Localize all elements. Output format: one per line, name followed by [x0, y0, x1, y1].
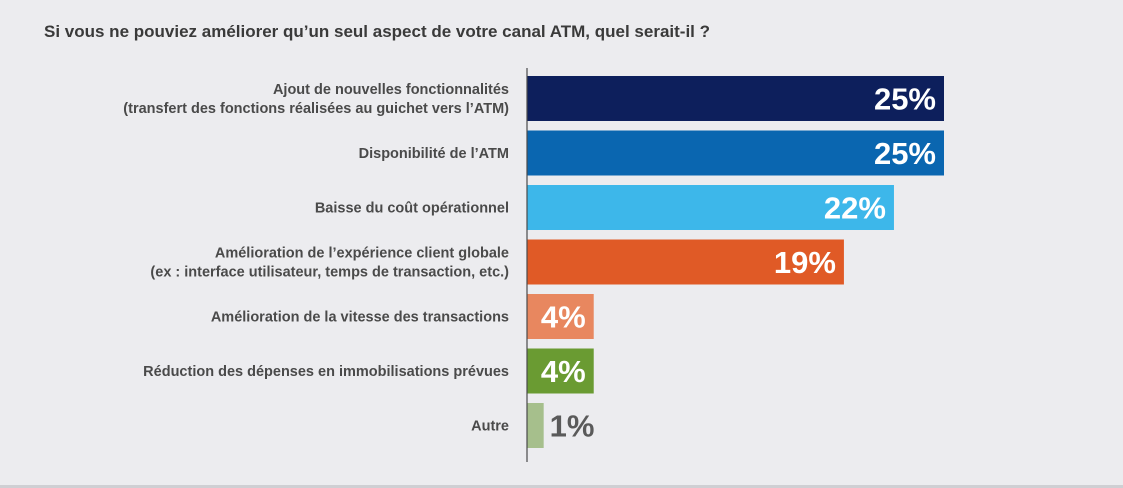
bar-0 — [527, 76, 944, 121]
bar-2 — [527, 185, 894, 230]
bottom-divider — [0, 485, 1123, 488]
category-label-1: Disponibilité de l’ATM — [359, 146, 509, 162]
category-label-3: Amélioration de l’expérience client glob… — [150, 246, 509, 281]
value-label-4: 4% — [541, 300, 586, 335]
chart-title: Si vous ne pouviez améliorer qu’un seul … — [44, 22, 711, 41]
bar-4 — [527, 294, 594, 339]
value-label-0: 25% — [874, 82, 936, 117]
value-label-5: 4% — [541, 354, 586, 389]
category-label-6: Autre — [471, 419, 509, 435]
bar-5 — [527, 348, 594, 394]
value-label-2: 22% — [824, 191, 886, 226]
category-label-0: Ajout de nouvelles fonctionnalités (trans… — [123, 82, 509, 117]
bar-1 — [527, 130, 944, 176]
value-label-6: 1% — [550, 409, 595, 444]
value-label-1: 25% — [874, 136, 936, 171]
category-label-4: Amélioration de la vitesse des transacti… — [211, 310, 509, 326]
category-label-5: Réduction des dépenses en immobilisation… — [143, 364, 509, 380]
value-label-3: 19% — [774, 245, 836, 280]
bar-6 — [527, 403, 544, 448]
category-label-2: Baisse du coût opérationnel — [315, 201, 509, 217]
bar-3 — [527, 239, 844, 285]
